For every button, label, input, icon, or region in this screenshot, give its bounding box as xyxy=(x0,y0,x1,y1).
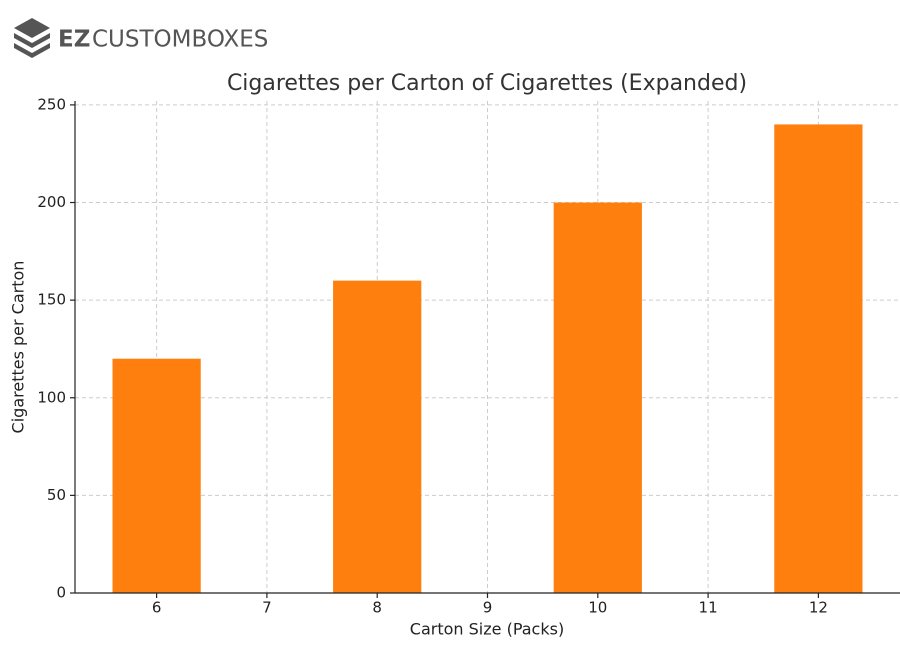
x-tick-label: 12 xyxy=(809,599,828,617)
x-tick-label: 8 xyxy=(372,599,382,617)
logo-text: CUSTOMBOXES xyxy=(92,27,268,53)
logo-icon xyxy=(14,18,50,58)
y-tick-label: 250 xyxy=(37,95,66,113)
y-tick-label: 50 xyxy=(47,486,66,504)
x-tick-label: 10 xyxy=(588,599,607,617)
bar xyxy=(774,124,863,593)
y-tick-label: 150 xyxy=(37,291,66,309)
logo: EZ CUSTOMBOXES xyxy=(14,18,268,58)
x-tick-label: 7 xyxy=(262,599,272,617)
y-tick-label: 100 xyxy=(37,388,66,406)
x-tick-label: 9 xyxy=(483,599,493,617)
x-axis-label: Carton Size (Packs) xyxy=(410,620,564,639)
chart-title: Cigarettes per Carton of Cigarettes (Exp… xyxy=(227,71,747,96)
bar xyxy=(112,358,201,593)
bar xyxy=(333,280,422,593)
x-tick-label: 11 xyxy=(699,599,718,617)
y-tick-label: 200 xyxy=(37,193,66,211)
y-axis-label: Cigarettes per Carton xyxy=(9,261,28,434)
bar xyxy=(553,202,642,593)
y-tick-label: 0 xyxy=(56,584,66,602)
x-tick-label: 6 xyxy=(152,599,162,617)
logo-bold: EZ xyxy=(58,27,90,53)
